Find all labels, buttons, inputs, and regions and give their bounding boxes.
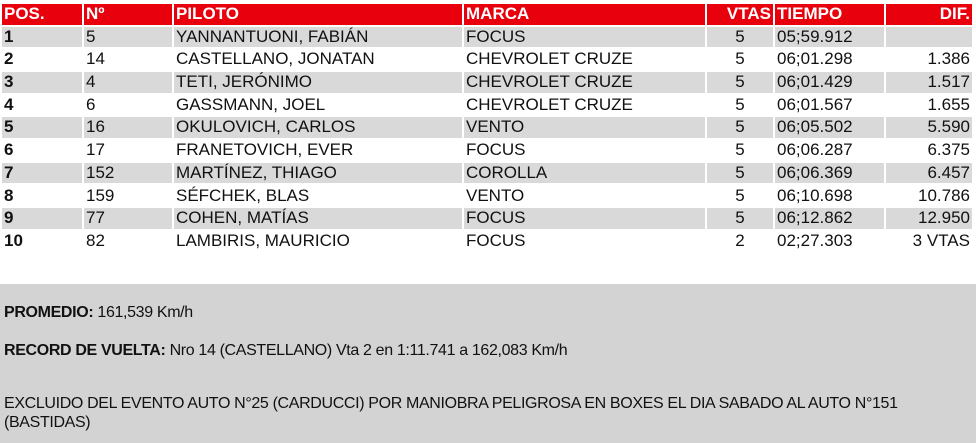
exclusion-note: EXCLUIDO DEL EVENTO AUTO N°25 (CARDUCCI)… [4, 395, 898, 431]
cell-time: 06;12.862 [775, 208, 884, 229]
header-driver: PILOTO [174, 4, 462, 25]
header-number: Nº [84, 4, 172, 25]
cell-time: 06;06.369 [775, 162, 884, 184]
table-row: 10 82 LAMBIRIS, MAURICIO FOCUS 2 02;27.303 3 V… [2, 231, 972, 254]
cell-driver: CASTELLANO, JONATAN [176, 49, 375, 69]
cell-diff: 1.655 [927, 94, 970, 114]
cell-driver: YANNANTUONI, FABIÁN [174, 26, 462, 48]
cell-time: 02;27.303 [777, 230, 853, 250]
cell-number: 77 [84, 208, 172, 229]
cell-number: 82 [86, 230, 105, 250]
cell-time: 06;01.429 [775, 72, 884, 93]
table-row: 9 77 COHEN, MATÍAS FOCUS 5 06;12.862 12.950 [2, 208, 972, 231]
cell-number: 17 [86, 140, 105, 160]
header-diff: DIF. [886, 4, 972, 25]
cell-brand: FOCUS [466, 230, 526, 250]
cell-laps: 5 [735, 140, 745, 160]
table-row: 8 159 SÉFCHEK, BLAS VENTO 5 06;10.698 10.786 [2, 186, 972, 209]
average-label: PROMEDIO: [4, 304, 94, 321]
cell-pos: 4 [4, 94, 14, 114]
cell-brand: FOCUS [464, 26, 705, 48]
cell-pos: 6 [4, 140, 14, 160]
header-time: TIEMPO [775, 4, 884, 25]
cell-laps: 5 [707, 72, 773, 93]
cell-brand: VENTO [466, 185, 525, 205]
cell-time: 06;01.298 [777, 49, 853, 69]
table-header: POS. Nº PILOTO MARCA VTAS TIEMPO DIF. [2, 4, 972, 27]
table-row: 1 5 YANNANTUONI, FABIÁN FOCUS 5 05;59.912 [2, 26, 972, 50]
cell-pos: 1 [2, 26, 82, 48]
table-row: 6 17 FRANETOVICH, EVER FOCUS 5 06;06.287 6.375 [2, 140, 972, 163]
cell-brand: CHEVROLET CRUZE [466, 94, 633, 114]
cell-diff: 1.386 [927, 49, 970, 69]
cell-time: 05;59.912 [775, 26, 884, 48]
cell-number: 6 [86, 94, 96, 114]
header-pos: POS. [2, 4, 82, 25]
table-row: 5 16 OKULOVICH, CARLOS VENTO 5 06;05.502 5.590 [2, 117, 972, 140]
cell-driver: SÉFCHEK, BLAS [176, 185, 310, 205]
cell-number: 5 [84, 26, 172, 48]
cell-driver: OKULOVICH, CARLOS [174, 117, 462, 138]
cell-brand: COROLLA [464, 162, 705, 184]
cell-laps: 5 [707, 162, 773, 184]
cell-laps: 5 [707, 208, 773, 229]
cell-pos: 3 [2, 72, 82, 93]
cell-laps: 5 [707, 26, 773, 48]
cell-laps: 2 [735, 230, 745, 250]
cell-driver: FRANETOVICH, EVER [176, 140, 354, 160]
cell-driver: TETI, JERÓNIMO [174, 72, 462, 93]
cell-laps: 5 [735, 94, 745, 114]
average-value: 161,539 Km/h [93, 304, 193, 321]
cell-diff: 6.457 [886, 162, 972, 184]
cell-time: 06;06.287 [777, 140, 853, 160]
cell-driver: LAMBIRIS, MAURICIO [176, 230, 350, 250]
cell-brand: FOCUS [464, 208, 705, 229]
cell-pos: 9 [2, 208, 82, 229]
cell-pos: 10 [4, 230, 23, 250]
cell-number: 4 [84, 72, 172, 93]
cell-diff: 10.786 [918, 185, 970, 205]
lap-record-label: RECORD DE VUELTA: [4, 342, 166, 359]
cell-brand: CHEVROLET CRUZE [464, 72, 705, 93]
cell-time: 06;10.698 [777, 185, 853, 205]
race-notes: PROMEDIO: 161,539 Km/h RECORD DE VUELTA:… [0, 284, 976, 443]
cell-diff: 5.590 [886, 117, 972, 138]
cell-brand: CHEVROLET CRUZE [466, 49, 633, 69]
cell-pos: 8 [4, 185, 14, 205]
cell-time: 06;01.567 [777, 94, 853, 114]
lap-record: RECORD DE VUELTA: Nro 14 (CASTELLANO) Vt… [4, 341, 972, 360]
cell-pos: 2 [4, 49, 14, 69]
cell-laps: 5 [735, 49, 745, 69]
header-laps: VTAS [707, 4, 773, 25]
average-speed: PROMEDIO: 161,539 Km/h [4, 303, 972, 322]
cell-pos: 5 [2, 117, 82, 138]
cell-diff: 1.517 [886, 72, 972, 93]
header-brand: MARCA [464, 4, 705, 25]
cell-number: 159 [86, 185, 115, 205]
table-row: 7 152 MARTÍNEZ, THIAGO COROLLA 5 06;06.369 6.4… [2, 162, 972, 186]
cell-driver: MARTÍNEZ, THIAGO [174, 162, 462, 184]
cell-brand: VENTO [464, 117, 705, 138]
cell-diff: 6.375 [927, 140, 970, 160]
table-row: 2 14 CASTELLANO, JONATAN CHEVROLET CRUZE 5 06… [2, 49, 972, 72]
cell-time: 06;05.502 [775, 117, 884, 138]
cell-laps: 5 [735, 185, 745, 205]
table-row: 3 4 TETI, JERÓNIMO CHEVROLET CRUZE 5 06;01.42… [2, 72, 972, 95]
table-row: 4 6 GASSMANN, JOEL CHEVROLET CRUZE 5 06;01.56… [2, 95, 972, 118]
cell-driver: GASSMANN, JOEL [176, 94, 326, 114]
cell-number: 152 [84, 162, 172, 184]
cell-diff: 3 VTAS [912, 230, 970, 250]
cell-brand: FOCUS [466, 140, 526, 160]
cell-pos: 7 [2, 162, 82, 184]
cell-driver: COHEN, MATÍAS [174, 208, 462, 229]
cell-diff: 12.950 [886, 208, 972, 229]
lap-record-value: Nro 14 (CASTELLANO) Vta 2 en 1:11.741 a … [165, 342, 568, 359]
cell-laps: 5 [707, 117, 773, 138]
cell-diff [886, 26, 972, 48]
cell-number: 14 [86, 49, 105, 69]
cell-number: 16 [84, 117, 172, 138]
